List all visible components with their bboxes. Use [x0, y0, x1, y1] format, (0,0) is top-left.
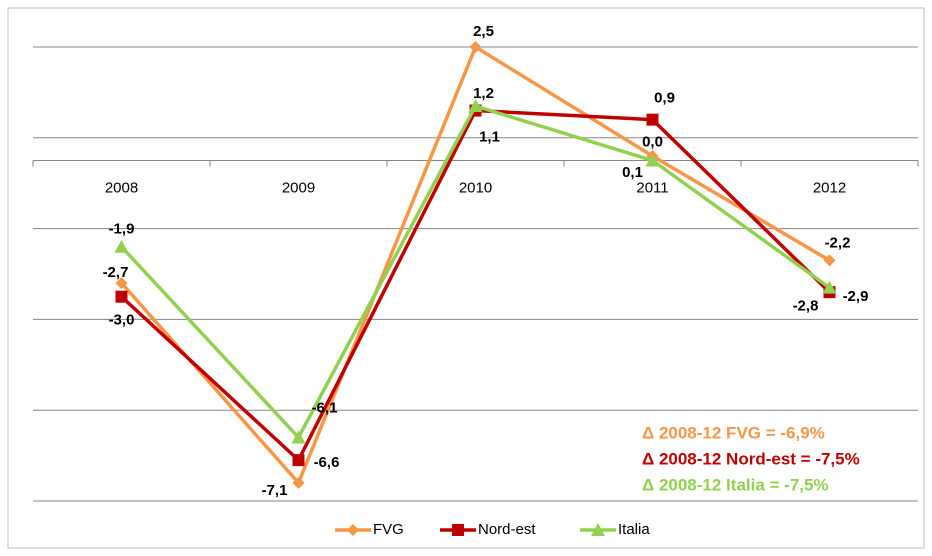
data-label: 1,1	[479, 129, 500, 146]
x-tick-label: 2011	[636, 179, 668, 196]
legend-label: Italia	[618, 521, 650, 538]
marker	[291, 430, 306, 444]
marker	[452, 524, 464, 536]
data-label: -6,1	[312, 399, 338, 416]
x-tick-label: 2009	[282, 179, 315, 196]
data-label: -2,7	[103, 264, 129, 281]
data-label: -2,9	[843, 288, 869, 305]
marker	[292, 454, 305, 467]
marker	[822, 280, 837, 294]
marker	[645, 153, 660, 167]
data-label: 1,2	[473, 85, 494, 102]
legend-label: Nord-est	[478, 521, 536, 538]
marker	[114, 239, 129, 253]
annotation: Δ 2008-12 Italia = -7,5%	[642, 475, 829, 494]
annotation: Δ 2008-12 FVG = -6,9%	[642, 423, 825, 442]
chart-border	[7, 7, 925, 549]
legend-label: FVG	[373, 521, 404, 538]
data-label: -2,2	[825, 234, 851, 251]
x-tick-label: 2008	[105, 179, 138, 196]
data-label: -3,0	[109, 312, 135, 329]
data-label: 0,0	[642, 133, 663, 150]
marker	[823, 254, 836, 267]
data-label: -1,9	[109, 221, 135, 238]
annotation: Δ 2008-12 Nord-est = -7,5%	[642, 449, 860, 468]
data-label: -6,6	[314, 454, 340, 471]
data-label: 2,5	[473, 23, 494, 40]
data-label: 0,9	[654, 90, 675, 107]
data-label: 0,1	[622, 164, 643, 181]
x-tick-label: 2012	[813, 179, 846, 196]
marker	[468, 99, 483, 113]
marker	[347, 524, 359, 536]
marker	[115, 290, 128, 303]
marker	[115, 277, 128, 290]
series	[114, 99, 837, 444]
marker	[469, 41, 482, 53]
x-tick-label: 2010	[459, 179, 492, 196]
data-label: -2,8	[793, 298, 819, 315]
marker	[292, 476, 305, 489]
marker	[591, 523, 605, 536]
marker	[646, 113, 659, 126]
data-label: -7,1	[262, 482, 288, 499]
